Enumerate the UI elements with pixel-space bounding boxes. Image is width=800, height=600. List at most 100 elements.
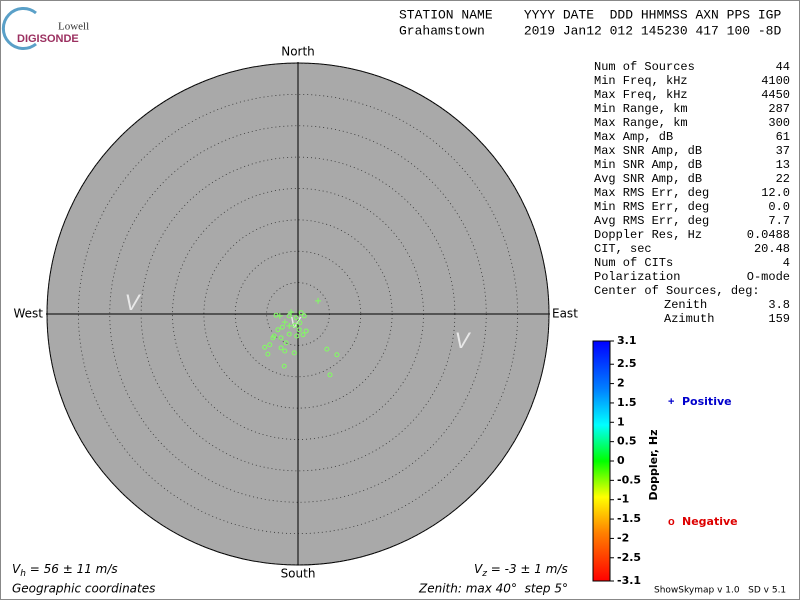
stat-label: Min SNR Amp, dB <box>594 158 702 172</box>
source-point <box>288 309 295 316</box>
stat-label: Max Amp, dB <box>594 130 673 144</box>
source-point <box>292 322 298 328</box>
source-point <box>291 350 297 356</box>
stat-value: 22 <box>776 172 790 186</box>
stat-label: Max Freq, kHz <box>594 88 688 102</box>
source-point <box>265 351 271 357</box>
source-point <box>262 344 268 350</box>
stat-label: Polarization <box>594 270 680 284</box>
header-line: Grahamstown 2019 Jan12 012 145230 417 10… <box>399 23 781 38</box>
velocity-marker: V <box>455 328 472 353</box>
source-point <box>298 310 304 316</box>
source-point <box>278 335 284 341</box>
stat-value: 37 <box>776 144 790 158</box>
source-point <box>275 327 281 333</box>
stat-value: 12.0 <box>761 186 790 200</box>
stat-value: 20.48 <box>754 242 790 256</box>
stat-label: Min Freq, kHz <box>594 74 688 88</box>
legend-label: Positive <box>682 395 732 408</box>
west-label: West <box>13 307 43 321</box>
source-point <box>283 340 289 346</box>
logo-arc <box>1 7 37 50</box>
colorbar-tick-label: -1.5 <box>617 512 641 525</box>
stat-label: Max Range, km <box>594 116 688 130</box>
stat-value: 0.0488 <box>747 228 790 242</box>
source-point <box>327 372 333 378</box>
stat-value: O-mode <box>747 270 790 284</box>
stat-label: Avg SNR Amp, dB <box>594 172 702 186</box>
center-label: Zenith <box>664 298 707 312</box>
stat-value: 61 <box>776 130 790 144</box>
stat-label: Doppler Res, Hz <box>594 228 702 242</box>
colorbar-tick-label: -2.5 <box>617 551 641 564</box>
zenith-note: Zenith: max 40° step 5° <box>418 582 568 596</box>
source-point <box>315 297 322 304</box>
legend-marker: + <box>668 396 674 408</box>
source-point <box>294 333 300 339</box>
stat-label: Avg RMS Err, deg <box>594 214 709 228</box>
north-label: North <box>281 45 315 59</box>
stat-value: 7.7 <box>768 214 790 228</box>
source-point <box>279 324 285 330</box>
source-point <box>303 328 309 334</box>
version-text: ShowSkymap v 1.0 SD v 5.1 <box>654 586 786 596</box>
colorbar-tick-label: 2 <box>617 377 625 390</box>
source-point <box>281 363 287 369</box>
stat-label: Min Range, km <box>594 102 688 116</box>
logo-top: Lowell <box>58 21 89 33</box>
colorbar-tick-label: 1 <box>617 415 625 428</box>
center-label: Azimuth <box>664 312 714 326</box>
source-point <box>281 319 288 326</box>
coords-text: Geographic coordinates <box>12 582 155 596</box>
colorbar-tick-label: -0.5 <box>617 473 641 486</box>
stat-value: 4 <box>783 256 790 270</box>
stat-value: 300 <box>768 116 790 130</box>
vh-text: Vh = 56 ± 11 m/s <box>12 562 118 579</box>
source-point <box>300 332 306 338</box>
colorbar-tick-label: 3.1 <box>617 334 637 347</box>
colorbar-tick-label: 2.5 <box>617 357 637 370</box>
source-point <box>286 322 293 329</box>
center-value: 159 <box>768 312 790 326</box>
source-point <box>282 348 288 354</box>
source-point <box>324 346 330 352</box>
stat-value: 4100 <box>761 74 790 88</box>
header-line: STATION NAME YYYY DATE DDD HHMMSS AXN PP… <box>399 7 781 22</box>
stat-value: 44 <box>776 60 790 74</box>
legend-marker: o <box>668 516 675 528</box>
stat-value: 13 <box>776 158 790 172</box>
source-point <box>286 313 292 319</box>
stat-label: Num of CITs <box>594 256 673 270</box>
stat-label: Max SNR Amp, dB <box>594 144 702 158</box>
source-point <box>297 320 303 326</box>
velocity-marker: V <box>125 290 142 315</box>
colorbar-label: Doppler, Hz <box>647 429 660 500</box>
colorbar-tick-label: 0.5 <box>617 435 637 448</box>
stat-value: 287 <box>768 102 790 116</box>
stat-value: 0.0 <box>768 200 790 214</box>
stat-value: 4450 <box>761 88 790 102</box>
center-value: 3.8 <box>768 298 790 312</box>
colorbar-tick-label: -2 <box>617 531 629 544</box>
source-point <box>296 327 302 333</box>
stat-label: Max RMS Err, deg <box>594 186 709 200</box>
east-label: East <box>552 307 578 321</box>
stat-label: Min RMS Err, deg <box>594 200 709 214</box>
source-point <box>293 315 299 321</box>
south-label: South <box>281 567 316 581</box>
stat-label: CIT, sec <box>594 242 652 256</box>
source-point <box>267 342 273 348</box>
legend-label: Negative <box>682 515 738 528</box>
source-point <box>273 312 279 318</box>
colorbar <box>592 340 611 582</box>
source-point <box>334 352 340 358</box>
center-title: Center of Sources, deg: <box>594 284 760 298</box>
colorbar-tick-label: 0 <box>617 454 625 467</box>
source-point <box>286 331 292 337</box>
logo-bottom: DIGISONDE <box>17 33 79 45</box>
vz-text: Vz = -3 ± 1 m/s <box>474 562 568 579</box>
colorbar-tick-label: 1.5 <box>617 396 637 409</box>
colorbar-tick-label: -1 <box>617 493 629 506</box>
stat-label: Num of Sources <box>594 60 695 74</box>
